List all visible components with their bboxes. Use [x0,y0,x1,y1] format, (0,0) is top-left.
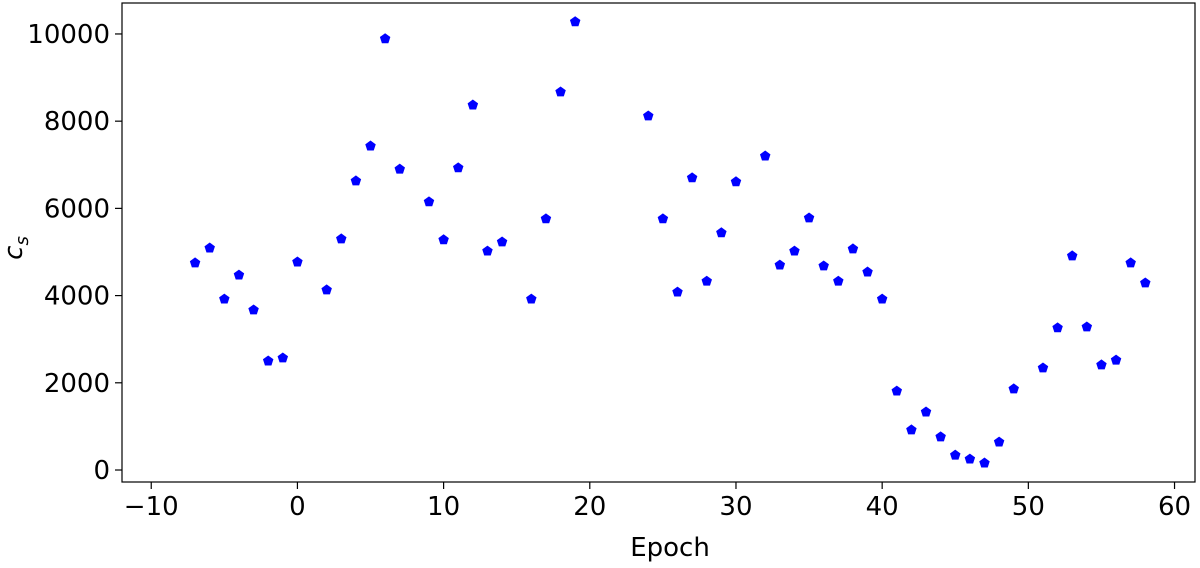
data-point [803,212,815,223]
data-point [935,431,946,442]
data-point [1110,354,1122,365]
data-point [189,257,201,268]
data-point [219,293,230,304]
data-point [379,33,391,44]
data-point [1125,257,1136,268]
x-tick-label: 0 [289,492,306,522]
data-point [643,110,654,121]
data-point [847,243,859,254]
data-point [336,233,347,244]
data-point [716,227,727,238]
y-tick-label: 2000 [44,369,110,399]
data-point [818,260,829,271]
y-tick-label: 0 [93,456,110,486]
x-tick-label: 20 [573,492,606,522]
data-point [964,453,976,464]
x-tick-label: −10 [124,492,179,522]
y-tick-label: 6000 [44,194,110,224]
data-point [1140,277,1151,288]
data-point [321,284,332,295]
data-point [262,355,274,366]
plot-frame [121,2,1196,483]
data-point [204,242,215,253]
data-point [1066,250,1078,261]
x-tick-label: 60 [1158,492,1191,522]
data-point [482,245,493,256]
data-point [1096,359,1107,370]
data-point [467,99,479,110]
data-point [292,256,303,267]
data-point [555,86,566,97]
x-tick-label: 50 [1012,492,1045,522]
data-point [248,304,259,315]
data-point [277,352,289,363]
data-point [496,236,508,247]
data-point [979,457,990,468]
data-point [920,406,932,417]
data-point [672,286,683,297]
data-point [1008,383,1019,394]
data-point [540,213,552,224]
data-point [569,16,581,27]
data-point [365,140,376,151]
data-point [657,213,669,224]
data-point [701,275,712,286]
x-tick-label: 30 [719,492,752,522]
data-point [774,259,786,270]
data-point [1052,322,1063,333]
y-tick-label: 10000 [27,20,110,50]
data-point [789,245,800,256]
data-point [876,293,888,304]
data-point [453,162,464,173]
data-point [394,163,405,174]
x-tick-label: 40 [866,492,899,522]
y-axis-label-main: c [0,246,29,260]
y-axis-label-sub: s [12,236,33,245]
data-point [526,293,537,304]
y-axis-label: cs [0,236,33,260]
data-point [350,175,362,186]
y-tick-label: 4000 [44,282,110,312]
data-point [950,449,961,460]
data-point [993,436,1005,447]
data-point [423,196,435,207]
data-point [906,424,917,435]
x-tick-label: 10 [427,492,460,522]
data-point [891,385,903,396]
data-point [759,150,771,161]
data-point [833,275,844,286]
y-tick-label: 8000 [44,107,110,137]
data-point [233,269,245,280]
data-point [730,176,742,187]
data-point [438,234,449,245]
data-point [1081,321,1093,332]
data-point [862,266,873,277]
data-point [686,172,698,183]
data-point [1037,362,1049,373]
x-axis-label: Epoch [630,533,710,563]
